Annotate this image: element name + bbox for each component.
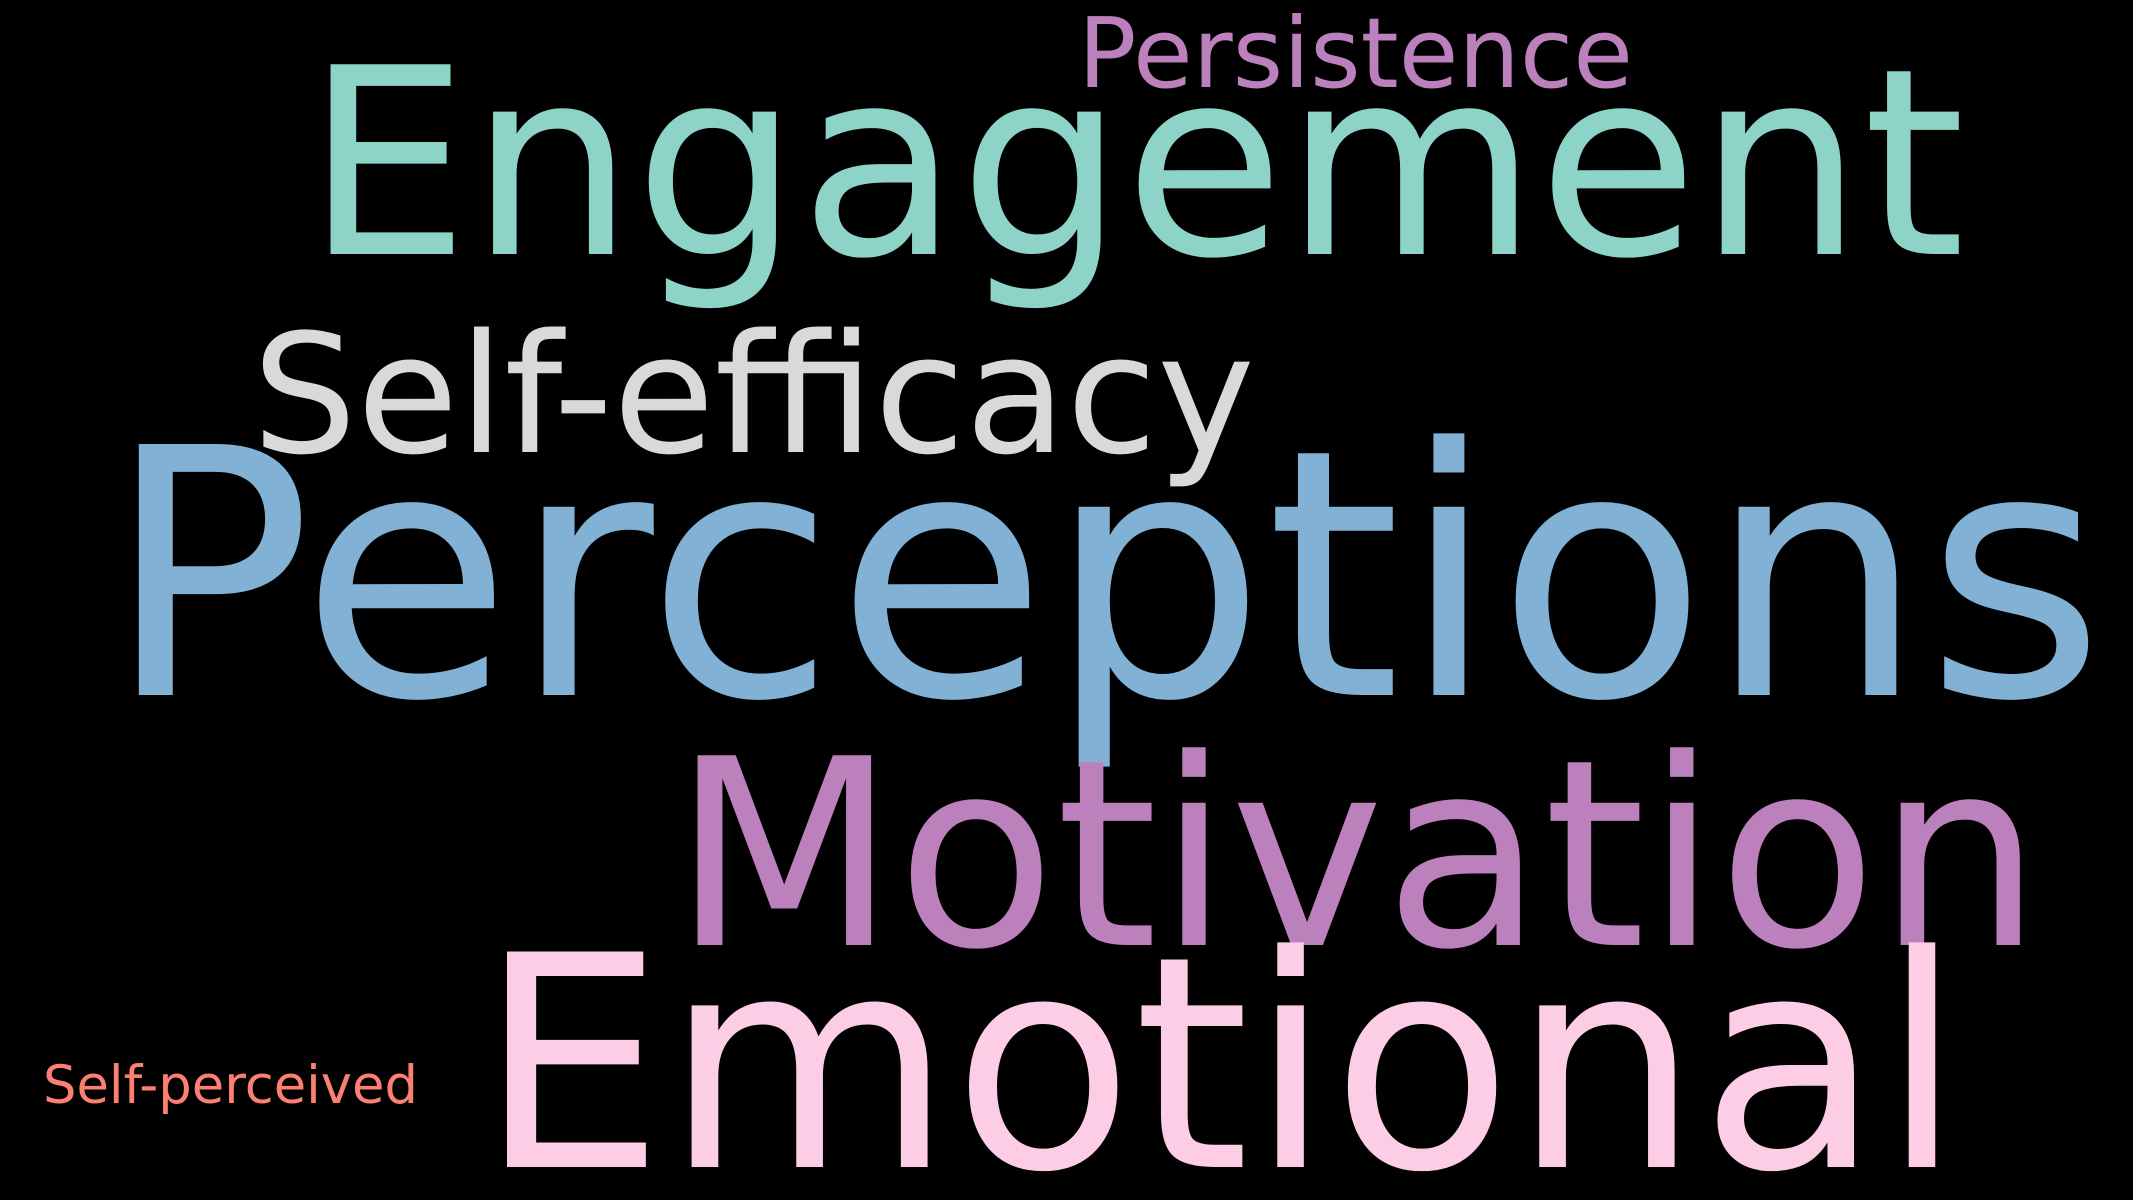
word-engagement: Engagement (305, 13, 1965, 316)
word-self-perceived: Self-perceived (43, 1055, 418, 1116)
word-motivation: Motivation (672, 704, 2042, 1007)
word-self-efficacy: Self-efficacy (252, 299, 1255, 491)
word-persistence: Persistence (1078, 0, 1633, 110)
word-perceptions: Perceptions (105, 376, 2105, 777)
word-emotional: Emotional (478, 893, 1963, 1200)
